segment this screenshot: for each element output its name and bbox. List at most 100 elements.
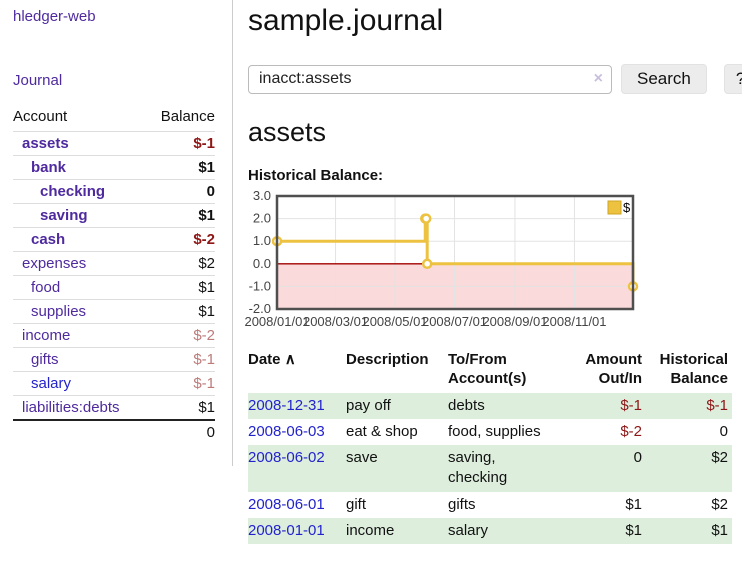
sidebar-account-link[interactable]: gifts [31,351,59,368]
clear-search-icon[interactable]: × [593,69,603,87]
accounts-balance-table: Account Balance assets $-1 bank $1 checking 0… [13,106,215,444]
sidebar-account-link[interactable]: supplies [31,303,87,320]
account-balance: $2 [146,251,215,276]
transaction-amount: $1 [560,517,646,544]
sidebar-account-link[interactable]: cash [31,231,66,248]
y-tick-label: -2.0 [249,301,271,316]
y-tick-label: 1.0 [253,233,271,248]
amount-column-header: Amount Out/In [560,348,646,393]
chart-title: Historical Balance: [248,167,384,184]
sidebar-account-link[interactable]: expenses [22,255,87,272]
sidebar-account-link[interactable]: liabilities:debts [22,399,120,416]
app-brand-link[interactable]: hledger-web [13,8,96,25]
accounts-header-line2: Account(s) [448,369,527,387]
transaction-description: save [346,445,448,492]
transaction-accounts: saving, checking [448,445,560,492]
balance-chart: 3.0 2.0 1.0 0.0 -1.0 -2.02008/01/012008/03/01… [244,188,639,329]
x-tick-label: 2008/03/01 [303,314,368,329]
accounts-header-line1: To/From [448,351,507,368]
register-row: 2008-06-03 eat & shop food, supplies $-2 0 [248,419,732,445]
x-tick-label: 2008/01/01 [244,314,309,329]
sidebar-account-link[interactable]: salary [31,375,72,392]
transaction-balance: $1 [646,517,732,544]
sidebar-account-link[interactable]: checking [40,183,106,200]
register-row: 2008-06-01 gift gifts $1 $2 [248,492,732,518]
account-balance: $1 [146,299,215,324]
y-tick-label: 0.0 [253,256,271,271]
account-balance: $-2 [146,323,215,348]
accounts-table-body: assets $-1 bank $1 checking 0 saving $1 cash $-2 e… [13,131,215,444]
page-title: sample.journal [248,4,444,37]
transaction-description: eat & shop [346,422,418,440]
account-balance: $-1 [146,371,215,396]
sort-asc-icon: ∧ [284,351,296,368]
y-tick-label: -1.0 [249,278,271,293]
balance-column-header-main: Historical Balance [646,348,732,393]
sidebar-item-journal[interactable]: Journal [13,72,63,89]
x-tick-label: 2008/07/01 [422,314,487,329]
legend-label: $ [623,200,631,215]
account-row: cash $-2 [13,227,215,252]
transaction-date-link[interactable]: 2008-12-31 [248,396,325,414]
transaction-balance: $-1 [646,392,732,419]
transaction-accounts: gifts [448,495,476,513]
search-button[interactable]: Search [621,64,707,94]
account-row: saving $1 [13,203,215,228]
account-row: bank $1 [13,155,215,180]
amount-header-line1: Amount [585,351,642,368]
x-tick-label: 2008/09/01 [482,314,547,329]
account-balance: $-1 [146,131,215,156]
search-form: × Search ? [248,64,742,94]
transaction-date-link[interactable]: 2008-06-02 [248,449,325,466]
register-row: 2008-01-01 income salary $1 $1 [248,517,732,544]
account-balance: $-1 [146,347,215,372]
account-row: income $-2 [13,323,215,348]
account-row: expenses $2 [13,251,215,276]
balance-header-line2: Balance [670,369,728,387]
transaction-date-link[interactable]: 2008-01-01 [248,521,325,539]
help-button[interactable]: ? [723,64,742,94]
transaction-date-link[interactable]: 2008-06-03 [248,422,325,440]
sidebar: hledger-web Journal Account Balance asse… [0,0,233,466]
data-point-marker [421,258,433,270]
y-tick-label: 3.0 [253,188,271,203]
transaction-date-link[interactable]: 2008-06-01 [248,495,325,513]
register-table: Date ∧ Description To/From Account(s) Am… [248,348,732,544]
transaction-amount: 0 [560,445,646,492]
sidebar-account-link[interactable]: income [22,327,71,344]
date-header-label: Date [248,351,281,368]
transaction-balance: 0 [719,422,728,440]
transaction-balance: $2 [711,495,728,513]
transaction-balance: $2 [646,445,732,492]
account-column-header: Account [13,108,68,125]
account-balance: 0 [146,179,215,204]
transaction-accounts: salary [448,517,560,544]
transaction-description: income [346,517,448,544]
account-row: salary $-1 [13,371,215,396]
account-row: supplies $1 [13,299,215,324]
register-row: 2008-06-02 save saving, checking 0 $2 [248,445,732,492]
transaction-amount: $-2 [620,422,642,440]
account-row: liabilities:debts $1 [13,395,215,420]
date-column-header[interactable]: Date ∧ [248,348,346,393]
balance-column-header: Balance [160,108,215,125]
sidebar-account-link[interactable]: bank [31,159,67,176]
data-point-marker [420,213,432,224]
search-input-wrap: × [248,64,612,94]
total-balance: 0 [146,419,215,444]
account-row: food $1 [13,275,215,300]
transaction-accounts: debts [448,392,560,419]
sidebar-account-link[interactable]: food [31,279,61,296]
search-input[interactable] [248,64,612,94]
account-balance: $-2 [146,227,215,252]
account-heading: assets [248,117,327,147]
account-balance: $1 [146,275,215,300]
main-content: sample.journal × Search ? assets Histori… [233,0,742,582]
balance-header-line1: Historical [659,351,728,368]
sidebar-account-link[interactable]: assets [22,135,69,152]
legend-swatch [607,200,622,215]
account-balance: $1 [146,155,215,180]
sidebar-account-link[interactable]: saving [40,207,88,224]
y-tick-label: 2.0 [253,211,271,226]
transaction-description: gift [346,495,367,513]
